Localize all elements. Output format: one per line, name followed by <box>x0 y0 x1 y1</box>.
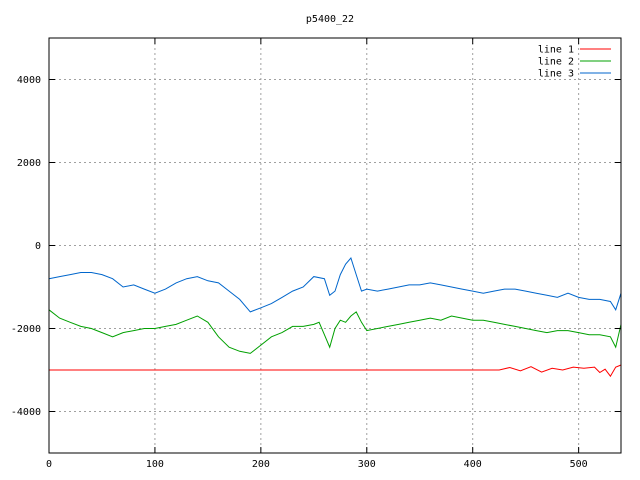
x-tick-label: 500 <box>570 459 588 470</box>
chart-title: p5400_22 <box>306 14 354 25</box>
series-line-3 <box>49 258 621 312</box>
grid-layer <box>49 38 621 453</box>
y-tick-label: -4000 <box>11 407 41 418</box>
legend-label: line 2 <box>538 57 574 68</box>
tick-layer: 0 100 200 300 400 500 -4000 -2000 0 2000 4000 <box>11 38 621 470</box>
x-tick-label: 200 <box>252 459 270 470</box>
x-tick-label: 0 <box>46 459 52 470</box>
series-line-1 <box>49 365 621 376</box>
x-tick-label: 100 <box>146 459 164 470</box>
series-layer <box>49 258 621 376</box>
legend-label: line 1 <box>538 45 574 56</box>
x-tick-label: 300 <box>358 459 376 470</box>
legend-label: line 3 <box>538 69 574 80</box>
y-tick-label: -2000 <box>11 324 41 335</box>
series-line-2 <box>49 310 621 354</box>
x-tick-label: 400 <box>464 459 482 470</box>
y-tick-label: 2000 <box>17 158 41 169</box>
y-tick-label: 4000 <box>17 75 41 86</box>
y-tick-label: 0 <box>35 241 41 252</box>
